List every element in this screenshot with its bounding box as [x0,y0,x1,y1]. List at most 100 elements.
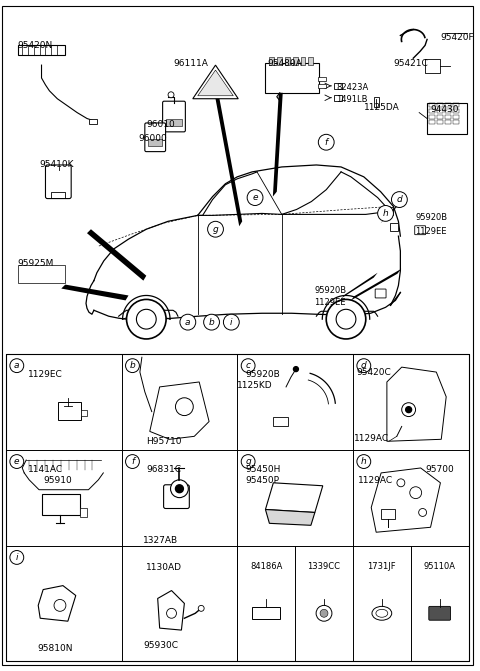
Text: 1129AC: 1129AC [354,434,389,443]
Circle shape [204,314,219,330]
Polygon shape [371,468,441,532]
Bar [445,115,451,119]
Circle shape [170,480,188,498]
Bar [381,509,395,519]
Bar [82,409,87,415]
Text: d: d [396,195,402,204]
Bar [42,494,80,515]
Bar [273,417,288,427]
Text: e: e [252,193,258,202]
Text: 95920B: 95920B [245,370,280,378]
Bar [453,103,459,107]
Bar [18,265,65,282]
Circle shape [402,403,416,417]
Polygon shape [38,586,76,621]
Text: d: d [361,361,367,370]
Text: 96000: 96000 [138,134,167,144]
Bar [429,103,435,107]
Text: f: f [324,138,328,147]
FancyBboxPatch shape [46,165,71,199]
Polygon shape [150,382,209,440]
Bar [437,121,443,124]
Text: f: f [131,457,134,466]
Circle shape [126,455,139,468]
Text: 95920B: 95920B [314,286,347,295]
Text: 95810N: 95810N [37,644,73,654]
Bar [374,97,379,107]
Polygon shape [198,70,233,96]
Text: 84186A: 84186A [250,562,282,572]
Circle shape [241,455,255,468]
Text: h: h [361,457,367,466]
Circle shape [378,205,394,221]
Polygon shape [265,509,315,525]
Polygon shape [381,197,405,223]
Circle shape [326,299,366,339]
Text: 82423A: 82423A [336,83,368,92]
Circle shape [176,484,183,493]
Bar [166,119,182,126]
Circle shape [127,299,166,339]
Circle shape [419,509,427,517]
Circle shape [168,92,174,98]
Text: 95700: 95700 [425,464,454,474]
Circle shape [176,398,193,415]
Circle shape [54,599,66,611]
Text: 95930C: 95930C [144,641,179,650]
Text: 1129AC: 1129AC [358,476,393,485]
Bar [89,119,97,124]
Text: 1125DA: 1125DA [364,103,399,111]
Text: 96831C: 96831C [146,464,181,474]
Circle shape [397,479,405,486]
Bar [269,57,274,65]
FancyBboxPatch shape [415,225,426,235]
Bar [445,109,451,113]
Circle shape [208,221,223,237]
Text: h: h [383,209,388,218]
Polygon shape [193,65,238,99]
Circle shape [293,366,299,372]
Bar [80,507,87,517]
Circle shape [316,605,332,621]
Bar [453,115,459,119]
Polygon shape [341,272,378,299]
Text: i: i [15,553,18,562]
FancyBboxPatch shape [164,484,189,509]
Bar [391,223,398,231]
Text: i: i [230,317,233,327]
Bar [453,109,459,113]
Circle shape [10,455,24,468]
Circle shape [320,609,328,617]
Bar [453,121,459,124]
Text: c: c [246,361,251,370]
Text: 95925M: 95925M [18,259,54,268]
Bar [293,57,298,65]
Text: 95410K: 95410K [39,160,74,169]
Bar [318,84,326,88]
Text: 1130AD: 1130AD [146,564,182,572]
Text: 1491LB: 1491LB [336,95,368,104]
Circle shape [357,359,371,372]
Bar [265,63,319,93]
Text: e: e [14,457,20,466]
Bar [334,83,342,89]
Circle shape [357,455,371,468]
Bar [427,103,467,134]
Text: 1129EC: 1129EC [28,370,62,378]
Text: g: g [213,225,218,234]
Text: 1141AC: 1141AC [28,464,63,474]
Text: 1129EE: 1129EE [314,299,346,307]
Bar [437,103,443,107]
Text: 95920B: 95920B [415,213,447,222]
Polygon shape [273,93,283,197]
Bar [385,207,394,215]
Text: 95450H: 95450H [245,464,280,474]
Text: 95420C: 95420C [356,368,391,376]
Polygon shape [351,269,401,301]
FancyBboxPatch shape [375,289,386,298]
Text: 1731JF: 1731JF [368,562,396,572]
Text: 95480A: 95480A [267,59,301,68]
Text: 1129EE: 1129EE [415,227,447,236]
Bar [18,46,65,55]
Circle shape [392,192,408,207]
